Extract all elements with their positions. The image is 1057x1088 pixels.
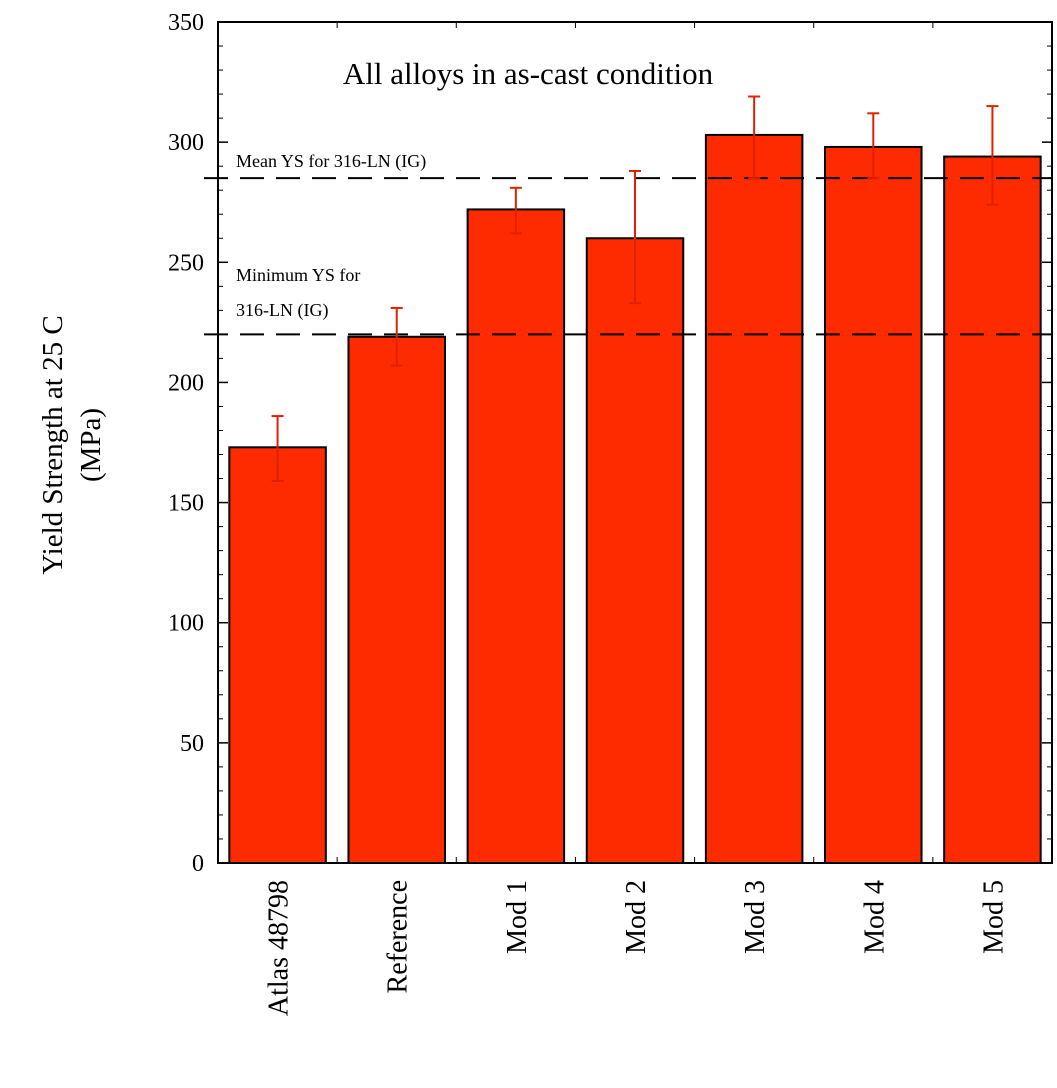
error-bar bbox=[390, 306, 403, 367]
bar-mod-3 bbox=[704, 133, 804, 865]
reference-line-min-label-line1: Minimum YS for bbox=[236, 265, 360, 285]
bar-mod-1 bbox=[466, 208, 566, 864]
x-category-label: Atlas 48798 bbox=[264, 880, 295, 1016]
error-bar bbox=[509, 186, 522, 235]
bar-mod-2 bbox=[585, 237, 685, 864]
reference-lines bbox=[204, 177, 1052, 336]
x-category-label: Mod 2 bbox=[621, 880, 652, 954]
y-tick-label: 250 bbox=[168, 250, 204, 276]
reference-line-min-label-line2: 316-LN (IG) bbox=[236, 300, 328, 321]
error-bar bbox=[271, 415, 284, 482]
error-bar bbox=[986, 105, 999, 206]
y-axis-ticks: 0 50 100 150 200 250 300 350 bbox=[168, 10, 1052, 877]
bars bbox=[228, 133, 1042, 865]
y-tick-label: 100 bbox=[168, 611, 204, 637]
x-category-label: Mod 3 bbox=[740, 880, 771, 954]
x-axis-labels: Atlas 48798 Reference Mod 1 Mod 2 Mod 3 Mod 4… bbox=[264, 880, 1010, 1016]
y-tick-label: 50 bbox=[180, 731, 204, 757]
y-axis-label-line1: Yield Strength at 25 C bbox=[37, 315, 69, 574]
x-category-label: Mod 4 bbox=[859, 880, 890, 954]
bar-reference bbox=[347, 335, 446, 864]
error-bar bbox=[867, 112, 880, 180]
reference-line-mean-label: Mean YS for 316-LN (IG) bbox=[236, 151, 426, 172]
y-axis-label-line2: (MPa) bbox=[75, 408, 107, 482]
y-tick-label: 300 bbox=[168, 130, 204, 156]
x-category-label: Mod 1 bbox=[502, 880, 533, 954]
bar-mod-5 bbox=[943, 155, 1042, 864]
x-category-label: Reference bbox=[383, 880, 414, 993]
chart-title: All alloys in as-cast condition bbox=[343, 56, 714, 91]
bar-atlas-48798 bbox=[228, 446, 327, 864]
error-bar bbox=[629, 169, 641, 305]
x-category-label: Mod 5 bbox=[978, 880, 1009, 954]
error-bar bbox=[748, 95, 761, 180]
error-bars bbox=[271, 95, 999, 482]
y-tick-label: 0 bbox=[192, 851, 204, 877]
y-tick-label: 200 bbox=[168, 370, 204, 396]
y-tick-label: 350 bbox=[168, 10, 204, 36]
y-tick-label: 150 bbox=[168, 491, 204, 517]
bar-mod-4 bbox=[824, 145, 923, 865]
